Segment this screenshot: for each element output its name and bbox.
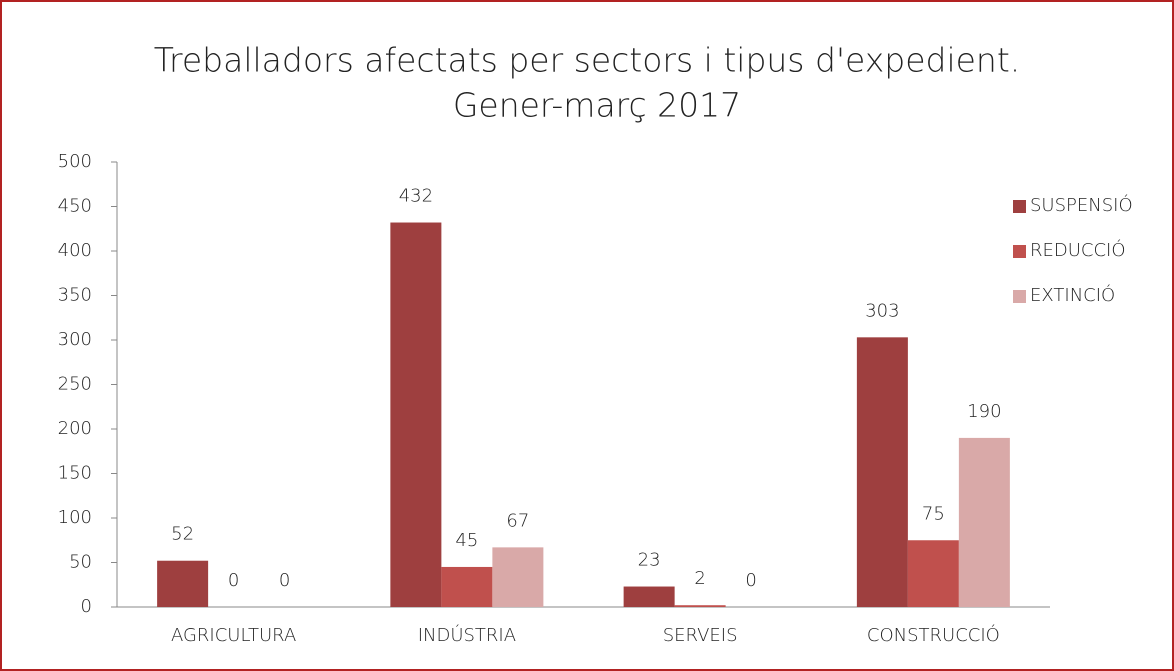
y-tick-label: 0 [81,596,92,617]
value-label: 432 [399,186,433,207]
legend-swatch [1013,290,1026,303]
value-label: 52 [171,524,194,545]
bar [157,560,209,607]
chart-title: Treballadors afectats per sectors i tipu… [154,41,1021,80]
bar [674,605,726,607]
legend-swatch [1013,200,1026,213]
bar [958,437,1010,607]
bar [856,337,908,607]
y-tick-label: 50 [69,552,92,573]
legend-label: REDUCCIÓ [1030,239,1126,261]
value-label: 303 [865,300,899,321]
value-label: 190 [967,401,1001,422]
value-label: 2 [694,568,705,589]
chart-title: Gener-març 2017 [453,86,741,125]
y-tick-label: 500 [58,151,92,172]
value-label: 0 [279,570,290,591]
value-label: 23 [638,550,661,571]
value-label: 67 [506,510,529,531]
y-tick-label: 300 [58,329,92,350]
bar [907,540,959,607]
x-tick-label: AGRICULTURA [171,625,296,646]
y-tick-label: 250 [58,374,92,395]
x-tick-label: CONSTRUCCIÓ [867,624,1000,646]
y-tick-label: 350 [58,285,92,306]
y-tick-label: 400 [58,240,92,261]
bar [492,547,544,607]
bar [390,222,442,607]
x-tick-label: SERVEIS [663,625,738,646]
y-tick-label: 100 [58,507,92,528]
y-tick-label: 150 [58,463,92,484]
bar [441,566,493,607]
y-tick-label: 200 [58,418,92,439]
y-tick-label: 450 [58,196,92,217]
legend-swatch [1013,245,1026,258]
x-tick-label: INDÚSTRIA [418,624,516,646]
legend-label: SUSPENSIÓ [1030,194,1133,216]
legend-label: EXTINCIÓ [1030,284,1115,306]
bar [623,586,675,607]
value-label: 0 [745,570,756,591]
value-label: 75 [922,503,945,524]
value-label: 0 [228,570,239,591]
value-label: 45 [455,530,478,551]
